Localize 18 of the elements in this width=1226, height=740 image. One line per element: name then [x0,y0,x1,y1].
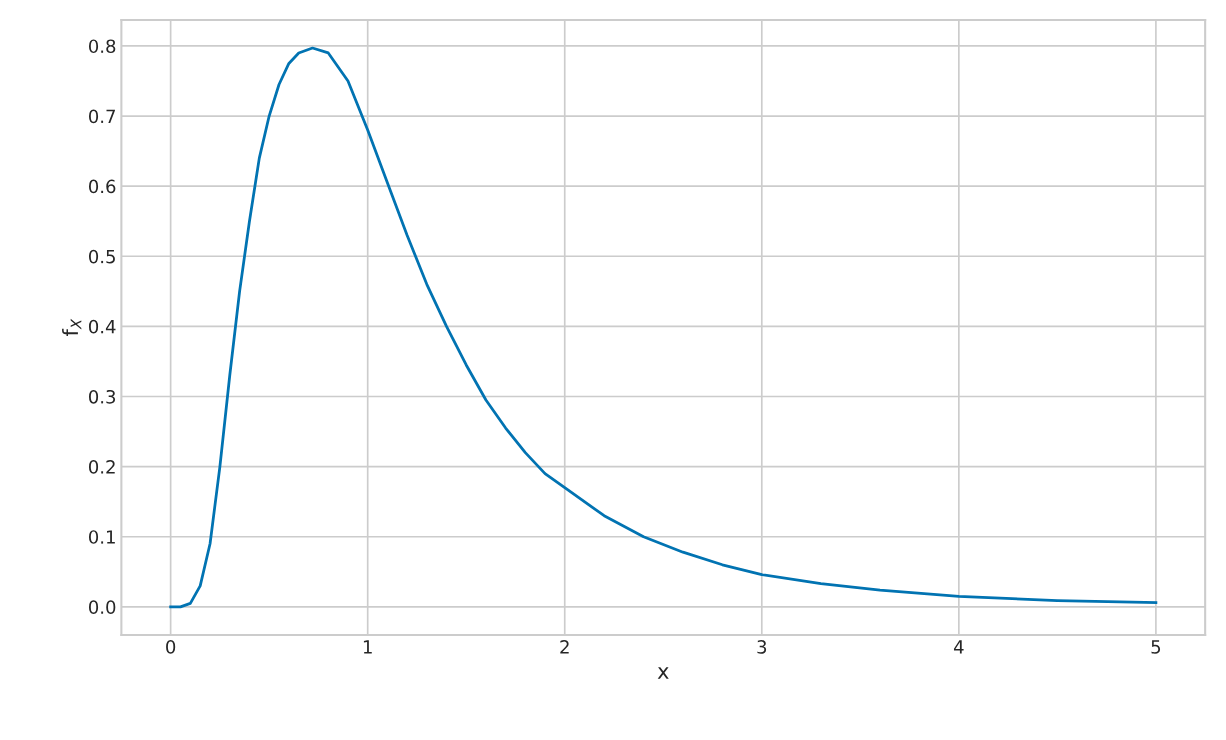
y-tick-label: 0.1 [88,530,115,544]
y-tick-label: 0.6 [88,179,116,194]
y-tick-label: 0.2 [88,460,115,474]
y-tick-label: 0.3 [88,389,116,404]
y-tick-label: 0.5 [88,249,115,264]
line-series [169,46,1158,609]
y-tick-label: 0.0 [88,600,116,614]
y-tick-label: 0.8 [88,39,116,54]
x-tick-label: 3 [757,640,767,654]
x-tick-label: 0 [166,640,176,654]
x-tick-label: 2 [560,640,569,654]
y-axis-title: f$_{X}$ [62,318,82,337]
x-axis-title: x [657,667,669,679]
y-tick-label: 0.4 [88,319,116,334]
x-tick-label: 5 [1151,640,1161,654]
x-tick-label: 4 [953,640,964,654]
x-tick-label: 1 [363,640,372,654]
y-tick-label: 0.7 [88,109,115,124]
